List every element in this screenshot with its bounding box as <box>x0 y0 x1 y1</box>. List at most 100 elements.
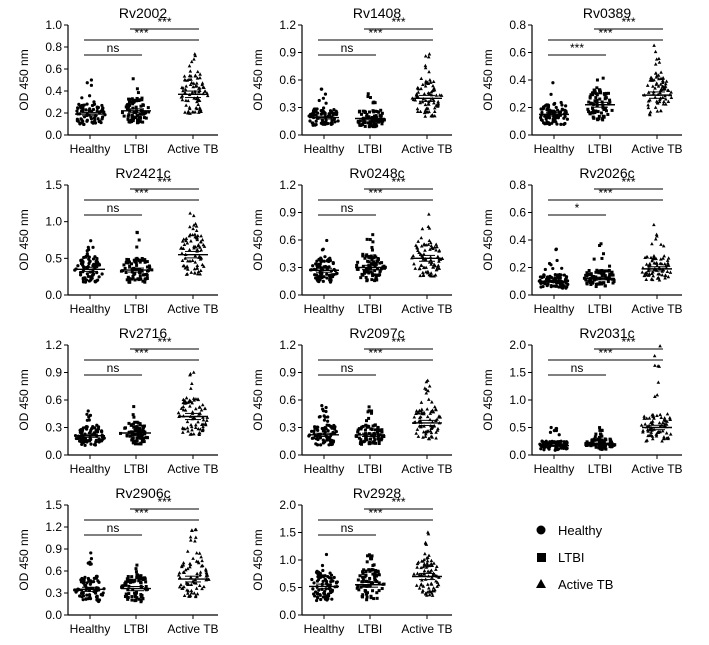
point-healthy <box>100 117 104 121</box>
point-ltbi <box>139 600 143 604</box>
chart-panel: Rv0389 0.0 0.2 0.4 0.6 0.8 OD 450 nm Healthy LTB… <box>481 5 683 156</box>
x-tick-label: Healthy <box>534 462 575 476</box>
point-active-tb <box>181 404 186 409</box>
y-tick-label: 0.4 <box>45 84 62 98</box>
point-ltbi <box>361 571 365 575</box>
point-healthy <box>94 429 98 433</box>
point-healthy <box>551 81 555 85</box>
point-ltbi <box>144 111 148 115</box>
point-active-tb <box>645 255 649 259</box>
point-ltbi <box>361 575 365 579</box>
point-healthy <box>322 106 326 110</box>
point-active-tb <box>421 270 425 275</box>
point-active-tb <box>191 226 195 231</box>
point-ltbi <box>379 108 383 112</box>
point-active-tb <box>419 263 423 267</box>
point-active-tb <box>426 55 431 59</box>
point-healthy <box>319 112 323 116</box>
point-active-tb <box>195 69 200 74</box>
point-healthy <box>545 115 549 119</box>
point-healthy <box>318 414 322 419</box>
point-active-tb <box>424 391 429 395</box>
significance-label: *** <box>391 175 405 189</box>
point-ltbi <box>604 109 608 113</box>
point-active-tb <box>660 80 665 84</box>
point-ltbi <box>131 106 135 110</box>
point-active-tb <box>192 432 196 436</box>
point-healthy <box>307 114 311 118</box>
point-active-tb <box>199 268 203 272</box>
point-healthy <box>75 109 79 113</box>
point-active-tb <box>184 238 188 243</box>
point-ltbi <box>123 266 127 270</box>
point-active-tb <box>653 394 657 398</box>
point-active-tb <box>663 262 667 266</box>
point-ltbi <box>377 589 381 593</box>
point-active-tb <box>414 93 419 97</box>
point-ltbi <box>135 87 139 91</box>
point-healthy <box>555 258 559 263</box>
point-ltbi <box>134 567 138 571</box>
point-healthy <box>328 589 333 593</box>
point-active-tb <box>201 424 205 429</box>
point-healthy <box>543 267 547 272</box>
point-healthy <box>87 279 92 283</box>
point-active-tb <box>432 101 436 105</box>
point-active-tb <box>197 108 202 112</box>
point-ltbi <box>605 269 609 273</box>
point-ltbi <box>591 280 595 284</box>
point-active-tb <box>644 273 649 277</box>
chart-title-rv2421c: Rv2421c <box>115 165 170 181</box>
x-tick-label: Active TB <box>167 142 218 156</box>
point-active-tb <box>652 416 656 420</box>
point-active-tb <box>188 224 192 229</box>
point-active-tb <box>426 388 430 393</box>
point-active-tb <box>419 411 424 415</box>
point-active-tb <box>179 582 183 587</box>
point-ltbi <box>608 273 612 277</box>
point-active-tb <box>646 103 650 107</box>
point-active-tb <box>418 273 423 278</box>
y-tick-label: 0.3 <box>279 101 296 115</box>
point-healthy <box>564 281 568 285</box>
point-active-tb <box>658 261 663 265</box>
significance-label: *** <box>621 15 635 29</box>
point-ltbi <box>380 430 384 434</box>
point-active-tb <box>664 263 668 268</box>
point-ltbi <box>364 419 368 423</box>
point-healthy <box>320 118 325 123</box>
point-ltbi <box>358 574 362 578</box>
chart-title-rv0248c: Rv0248c <box>349 165 404 181</box>
point-active-tb <box>200 237 205 242</box>
point-healthy <box>89 275 93 279</box>
point-active-tb <box>427 553 431 557</box>
point-ltbi <box>364 436 368 440</box>
point-active-tb <box>184 581 189 585</box>
point-active-tb <box>436 582 441 587</box>
point-active-tb <box>190 401 194 405</box>
y-tick-label: 1.5 <box>279 526 296 540</box>
significance-label: *** <box>621 335 635 349</box>
point-active-tb <box>200 262 205 267</box>
point-active-tb <box>196 426 201 431</box>
point-ltbi <box>366 92 370 96</box>
point-active-tb <box>201 418 206 422</box>
point-ltbi <box>372 114 376 118</box>
significance-label: ns <box>341 521 354 535</box>
point-ltbi <box>359 438 363 442</box>
point-ltbi <box>132 425 136 429</box>
point-ltbi <box>377 573 381 577</box>
point-active-tb <box>662 254 666 258</box>
point-healthy <box>86 274 90 278</box>
point-active-tb <box>194 527 198 532</box>
point-active-tb <box>438 257 443 261</box>
point-ltbi <box>376 267 380 271</box>
point-active-tb <box>195 263 200 267</box>
point-healthy <box>80 96 84 100</box>
point-active-tb <box>434 436 438 440</box>
point-ltbi <box>135 245 139 249</box>
point-healthy <box>319 87 323 91</box>
point-ltbi <box>610 108 614 112</box>
point-active-tb <box>434 248 438 252</box>
point-ltbi <box>133 442 137 446</box>
